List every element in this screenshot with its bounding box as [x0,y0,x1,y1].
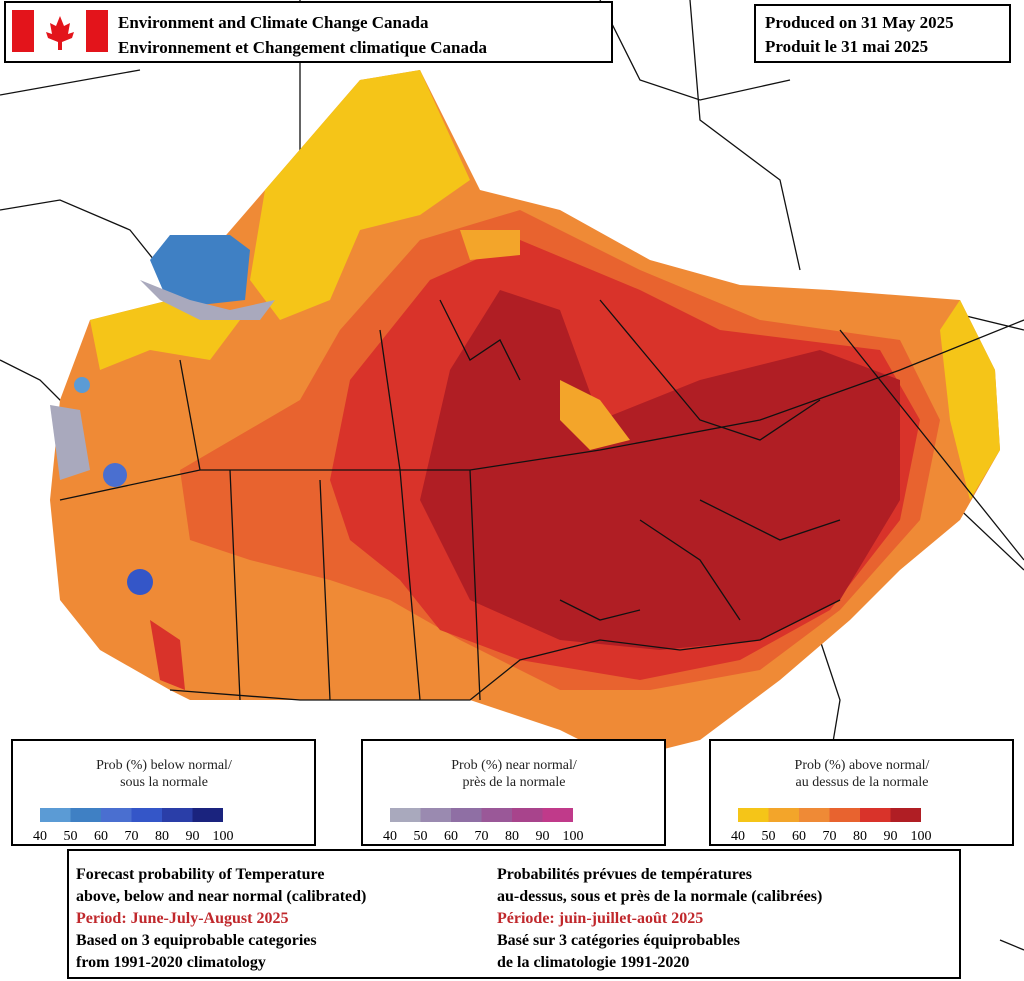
legend-tick: 100 [213,829,234,844]
legend-swatch [890,808,921,822]
legend-tick: 80 [155,829,169,844]
borders [59,299,1024,701]
footer-line: Period: June-July-August 2025 [76,910,288,927]
legend-swatch [451,808,482,822]
flag-bar [86,10,108,52]
legend-box [709,739,1014,846]
legend-swatch [390,808,421,822]
maple-leaf [46,16,74,50]
legend-swatch [829,808,860,822]
legend-box [11,739,316,846]
legend-swatch [101,808,132,822]
legend-tick: 70 [475,829,489,844]
legend-title: sous la normale [120,775,208,790]
legend-title: au dessus de la normale [796,775,929,790]
legend-box [361,739,666,846]
legend-title: Prob (%) below normal/ [96,758,232,773]
footer-line: above, below and near normal (calibrated… [76,888,366,905]
produced-box [754,4,1011,63]
legend-tick: 90 [884,829,898,844]
legend-tick: 40 [33,829,47,844]
footer-line: de la climatologie 1991-2020 [497,954,689,971]
legend-tick: 50 [414,829,428,844]
legend-tick: 50 [762,829,776,844]
legend-title: près de la normale [462,775,565,790]
footer-line: Based on 3 equiprobable categories [76,932,317,949]
legend-tick: 50 [64,829,78,844]
footer-line: Forecast probability of Temperature [76,866,324,883]
legend-swatch [542,808,573,822]
legend-tick: 40 [731,829,745,844]
footer-line: Période: juin-juillet-août 2025 [497,910,703,927]
produced-en: Produced on 31 May 2025 [765,13,954,32]
legend-tick: 70 [823,829,837,844]
legend-tick: 80 [505,829,519,844]
legend-tick: 70 [125,829,139,844]
footer-line: Probabilités prévues de températures [497,866,752,883]
legend-tick: 80 [853,829,867,844]
flag-bar [12,10,34,52]
legend-tick: 100 [911,829,932,844]
legend-swatch [768,808,799,822]
legend-title: Prob (%) above normal/ [795,758,930,773]
footer-line: Basé sur 3 catégories équiprobables [497,932,740,949]
legend-tick: 40 [383,829,397,844]
legend-swatch [40,808,71,822]
legend-swatch [738,808,769,822]
footer-box [67,849,961,979]
legend-tick: 60 [94,829,108,844]
legend-tick: 100 [563,829,584,844]
legend-tick: 90 [536,829,550,844]
legend-swatch [420,808,451,822]
agency-en: Environment and Climate Change Canada [118,13,429,32]
legend-swatch [481,808,512,822]
legend-title: Prob (%) near normal/ [451,758,577,773]
legend-swatch [799,808,830,822]
footer-line: from 1991-2020 climatology [76,954,266,971]
legend-swatch [512,808,543,822]
legend-swatch [192,808,223,822]
legend-tick: 60 [792,829,806,844]
legend-swatch [860,808,891,822]
footer-line: au-dessus, sous et près de la normale (c… [497,888,822,905]
agency-fr: Environnement et Changement climatique C… [118,38,487,57]
ui: Environment and Climate Change Canada En… [4,1,1011,979]
produced-fr: Produit le 31 mai 2025 [765,37,928,56]
legend-swatch [162,808,193,822]
legend-swatch [131,808,162,822]
legend-swatch [70,808,101,822]
legend-tick: 90 [186,829,200,844]
legend-tick: 60 [444,829,458,844]
forecast-field [50,70,1000,760]
